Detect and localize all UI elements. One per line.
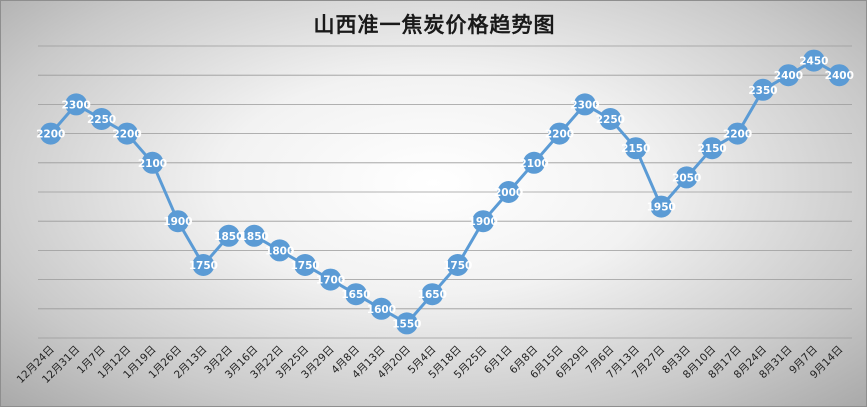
data-point [472, 210, 495, 233]
data-label: 2400 [774, 70, 803, 82]
data-point [65, 93, 88, 116]
data-point [701, 137, 724, 160]
data-label: 1750 [290, 260, 319, 272]
data-point [624, 137, 647, 160]
data-point [217, 224, 240, 247]
data-label: 2200 [36, 129, 65, 141]
data-point [39, 122, 62, 145]
data-label: 2050 [672, 172, 701, 184]
data-label: 1650 [418, 289, 447, 301]
data-label: 2200 [112, 129, 141, 141]
data-label: 1750 [189, 260, 218, 272]
data-label: 2250 [87, 114, 116, 126]
data-label: 2200 [723, 129, 752, 141]
data-point [370, 297, 393, 320]
data-point [675, 166, 698, 189]
data-point [650, 195, 673, 218]
data-point [243, 224, 266, 247]
data-label: 1950 [647, 202, 676, 214]
chart-title: 山西准一焦炭价格趋势图 [313, 13, 556, 37]
data-point [141, 151, 164, 174]
data-label: 1850 [240, 231, 269, 243]
data-point [802, 49, 825, 72]
data-label: 2150 [621, 143, 650, 155]
data-point [573, 93, 596, 116]
data-point [344, 283, 367, 306]
data-label: 1600 [367, 304, 396, 316]
data-label: 2000 [494, 187, 523, 199]
data-label: 1900 [163, 216, 192, 228]
data-label: 2350 [748, 85, 777, 97]
data-label: 1800 [265, 245, 294, 257]
data-label: 2400 [825, 70, 854, 82]
data-label: 1550 [392, 318, 421, 330]
data-point [294, 254, 317, 276]
data-label: 1700 [316, 275, 345, 287]
data-point [166, 210, 189, 233]
data-point [751, 78, 774, 101]
data-point [726, 122, 749, 145]
data-point [192, 254, 215, 276]
data-label: 2200 [545, 129, 574, 141]
data-label: 2100 [138, 158, 167, 170]
data-point [828, 64, 851, 87]
data-point [523, 151, 546, 174]
data-point [599, 108, 622, 130]
data-point [421, 283, 444, 306]
data-point [395, 312, 418, 335]
data-point [90, 108, 113, 130]
data-label: 2450 [799, 56, 828, 68]
data-label: 1650 [341, 289, 370, 301]
data-label: 1750 [443, 260, 472, 272]
data-point [116, 122, 139, 145]
data-label: 2100 [519, 158, 548, 170]
data-label: 2250 [596, 114, 625, 126]
data-point [268, 239, 291, 262]
data-label: 1850 [214, 231, 243, 243]
data-label: 1900 [469, 216, 498, 228]
data-label: 2300 [62, 99, 91, 111]
data-point [548, 122, 571, 145]
data-point [446, 254, 469, 276]
data-label: 2150 [697, 143, 726, 155]
data-point [319, 268, 342, 291]
data-label: 2300 [570, 99, 599, 111]
data-point [497, 181, 520, 203]
data-point [777, 64, 800, 87]
